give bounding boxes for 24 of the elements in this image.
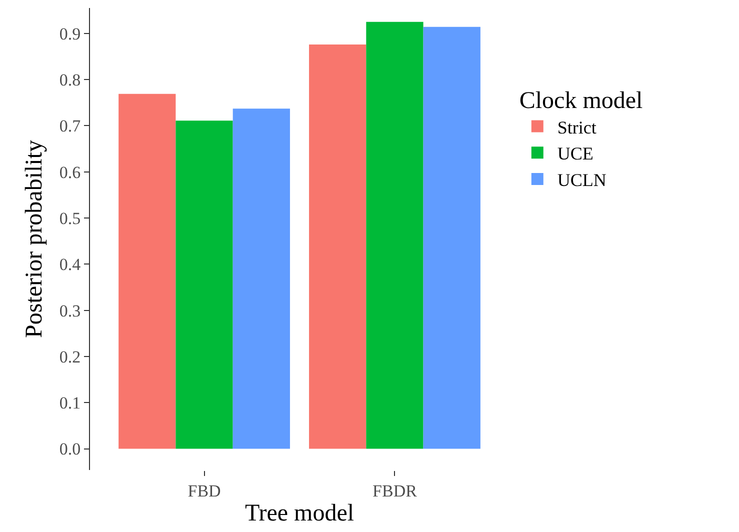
y-tick-label: 0.5 [59,208,81,228]
bar [232,108,290,449]
legend-label: UCE [557,144,594,164]
bar [366,22,424,449]
bar [309,44,366,449]
y-axis-title: Posterior probability [21,140,48,338]
bar [423,26,480,449]
y-tick-label: 0.1 [59,394,81,413]
y-tick-label: 0.9 [59,24,81,44]
bar [118,94,176,449]
legend-title: Clock model [519,88,644,114]
y-tick-label: 0.4 [59,255,82,274]
y-tick-label: 0.7 [59,116,82,136]
y-tick-label: 0.0 [59,440,81,459]
bar [176,120,233,449]
x-tick-label: FBD [188,481,221,500]
y-tick-label: 0.3 [59,301,81,320]
legend-label: Strict [557,117,596,138]
y-tick-label: 0.8 [59,70,81,90]
x-tick-label: FBDR [372,481,418,500]
y-tick-label: 0.2 [59,347,81,366]
x-axis-title: Tree model [244,500,354,527]
y-tick-label: 0.6 [59,162,81,182]
legend-label: UCLN [557,170,606,190]
